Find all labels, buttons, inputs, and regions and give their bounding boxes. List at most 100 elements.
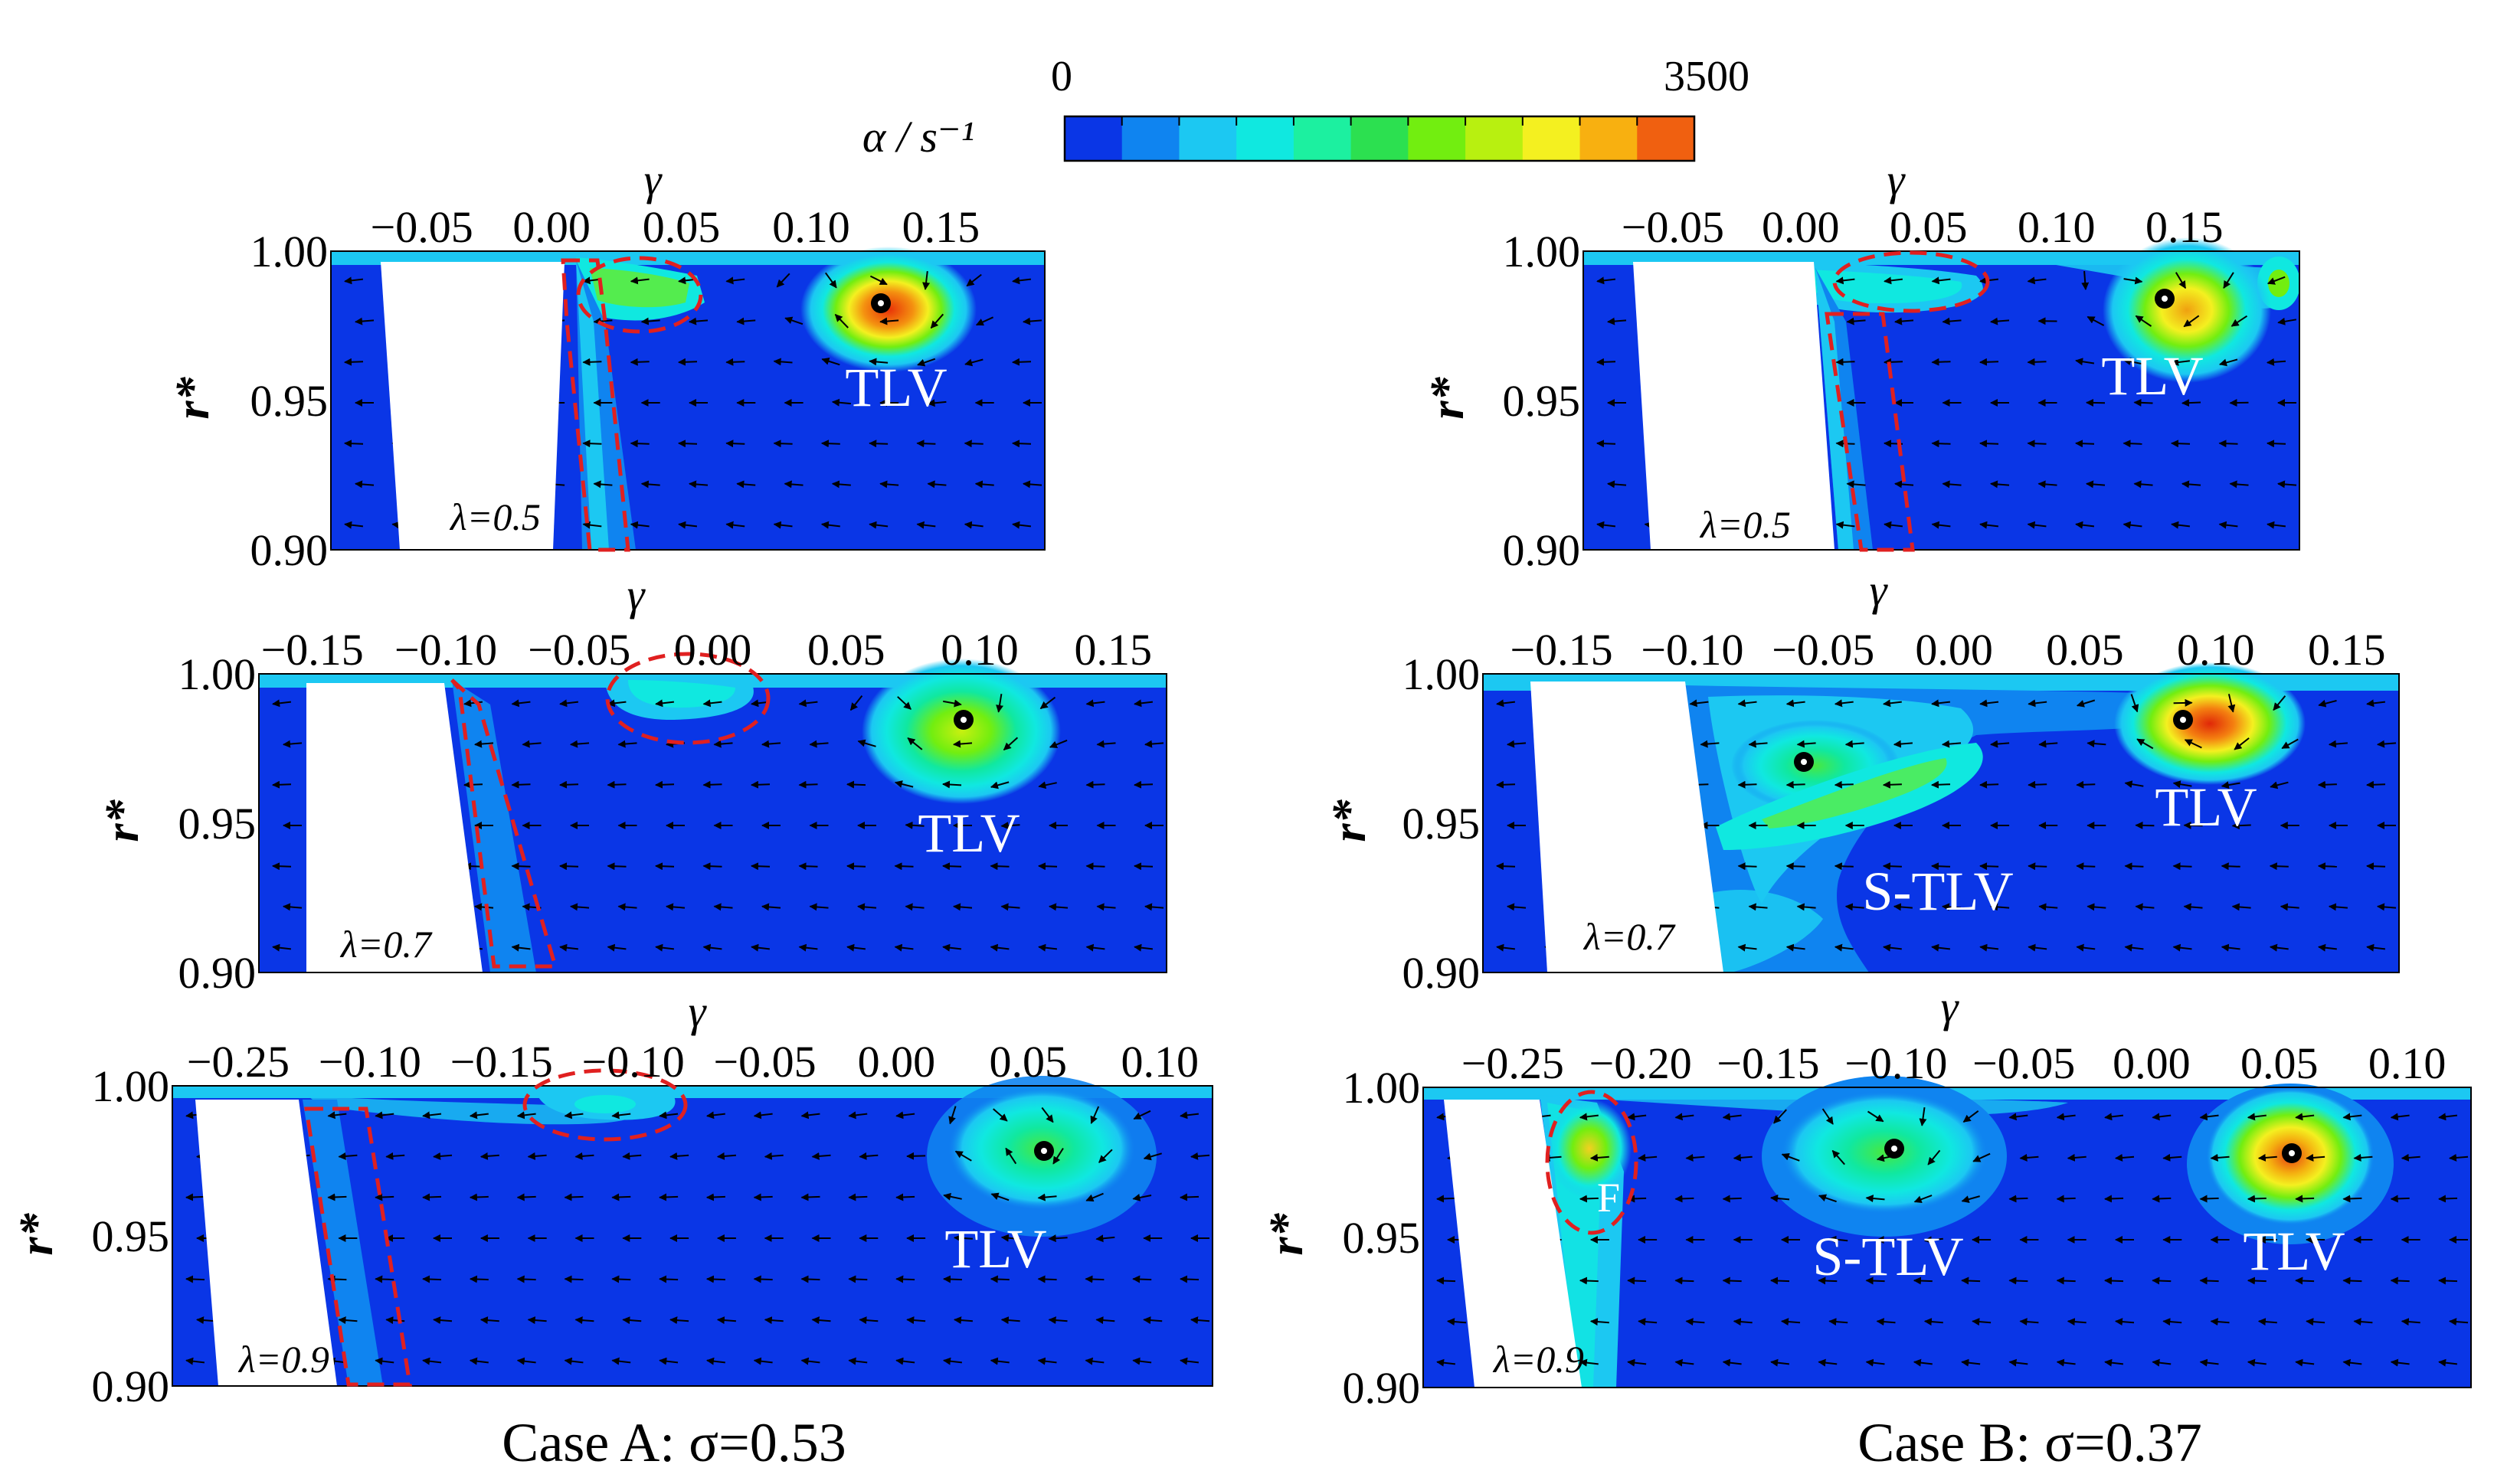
velocity-arrow [1882, 862, 1902, 871]
velocity-arrow [2257, 1153, 2277, 1162]
velocity-arrow [2056, 1358, 2076, 1367]
velocity-arrow [927, 480, 947, 489]
velocity-arrow [1579, 1276, 1599, 1285]
velocity-arrow [564, 1357, 584, 1365]
y-axis-label-a2: r* [97, 799, 149, 842]
panel-case-a-lambda-0-7: TLV λ=0.7 [258, 652, 1167, 973]
velocity-arrow [996, 694, 1003, 713]
velocity-arrow [848, 1357, 868, 1365]
colorbar-level-5 [1350, 116, 1409, 161]
velocity-arrow [1834, 699, 1854, 708]
velocity-arrow [474, 740, 494, 748]
velocity-arrow [1883, 699, 1902, 708]
x-tick-label: 0.00 [858, 1037, 936, 1087]
velocity-arrow [593, 480, 613, 489]
velocity-arrow [2173, 698, 2193, 707]
velocity-arrow [942, 780, 962, 789]
colorbar-level-10 [1637, 116, 1695, 161]
velocity-arrow [469, 1111, 489, 1120]
velocity-arrow [1931, 943, 1951, 952]
velocity-arrow [630, 440, 650, 448]
velocity-arrow [196, 1316, 216, 1325]
x-tick-label: 0.10 [1121, 1037, 1199, 1087]
velocity-arrow [2172, 943, 2192, 952]
velocity-arrow [2124, 862, 2144, 871]
velocity-arrow [2270, 781, 2289, 789]
x-tick-label: 0.05 [1890, 202, 1968, 252]
velocity-arrow [1748, 903, 1768, 911]
velocity-arrow [1180, 1111, 1200, 1120]
velocity-arrow [516, 1275, 536, 1283]
velocity-arrow [1828, 1318, 1848, 1326]
velocity-arrow [1090, 1106, 1100, 1124]
velocity-arrow [1134, 780, 1154, 789]
velocity-arrow [559, 780, 579, 789]
velocity-arrow [2247, 1113, 2267, 1121]
velocity-arrow [2199, 1276, 2219, 1285]
velocity-arrow [2183, 903, 2203, 911]
velocity-arrow [1834, 943, 1854, 952]
velocity-arrow [1134, 699, 1154, 708]
x-tick-label: −0.15 [1717, 1038, 1819, 1088]
velocity-arrow [1085, 699, 1105, 708]
y-tick-label: 1.00 [178, 649, 257, 699]
velocity-arrow [2152, 1195, 2172, 1203]
velocity-arrow [784, 480, 804, 489]
y-axis-label-b2: r* [1324, 799, 1376, 842]
velocity-arrow [1685, 1153, 1705, 1162]
velocity-arrow [2390, 1195, 2410, 1203]
y-ticks-b3: 1.00 0.95 0.90 [1343, 1063, 1421, 1413]
velocity-arrow [640, 317, 660, 325]
velocity-arrow [469, 1275, 489, 1283]
velocity-arrow [869, 440, 889, 448]
velocity-arrow [272, 699, 292, 708]
velocity-arrow [2123, 276, 2143, 285]
velocity-arrow [2342, 1358, 2362, 1367]
velocity-arrow [894, 780, 914, 788]
y-axis-label-a3: r* [11, 1212, 63, 1255]
velocity-arrow [1733, 1153, 1753, 1162]
velocity-arrow [2038, 903, 2058, 911]
x-tick-label: 0.10 [2368, 1038, 2447, 1088]
velocity-arrow [2317, 862, 2337, 871]
velocity-arrow [1737, 780, 1757, 789]
velocity-arrow [272, 943, 292, 952]
x-tick-label: −0.05 [1772, 625, 1874, 675]
velocity-arrow [2056, 1276, 2076, 1285]
velocity-arrow [678, 521, 698, 529]
velocity-arrow [1834, 862, 1854, 871]
x-tick-label: 0.00 [2113, 1038, 2191, 1088]
velocity-arrow [2038, 740, 2058, 748]
velocity-arrow [2027, 358, 2047, 366]
velocity-arrow [422, 1357, 442, 1365]
velocity-arrow [702, 943, 722, 952]
velocity-arrow [2199, 1358, 2219, 1367]
velocity-arrow [859, 1316, 879, 1325]
velocity-arrow [375, 1357, 394, 1365]
velocity-arrow [1979, 699, 1999, 708]
velocity-arrow [990, 1275, 1010, 1283]
velocity-arrow [1913, 1276, 1933, 1285]
velocity-arrow [2438, 1113, 2458, 1121]
velocity-arrow [1979, 358, 1999, 366]
colorbar-level-8 [1522, 116, 1581, 161]
velocity-arrow [1037, 1357, 1057, 1365]
velocity-arrow [1796, 740, 1816, 748]
velocity-arrow [1038, 862, 1058, 871]
velocity-arrow [2281, 738, 2299, 750]
velocity-arrow [516, 1357, 536, 1365]
velocity-arrow [2028, 699, 2047, 708]
y-tick-label: 0.95 [178, 799, 257, 848]
velocity-arrow [702, 780, 722, 789]
velocity-arrow [1894, 317, 1914, 325]
y-tick-label: 1.00 [250, 227, 329, 276]
x-tick-label: −0.20 [1589, 1038, 1691, 1088]
velocity-arrow [2221, 943, 2240, 952]
velocity-arrow [272, 862, 292, 871]
velocity-arrow [846, 943, 866, 952]
velocity-arrow [916, 440, 936, 448]
velocity-arrow [1674, 1358, 1694, 1367]
velocity-arrow [2210, 1153, 2230, 1162]
velocity-arrow [831, 480, 851, 489]
velocity-arrow [1132, 1194, 1152, 1201]
